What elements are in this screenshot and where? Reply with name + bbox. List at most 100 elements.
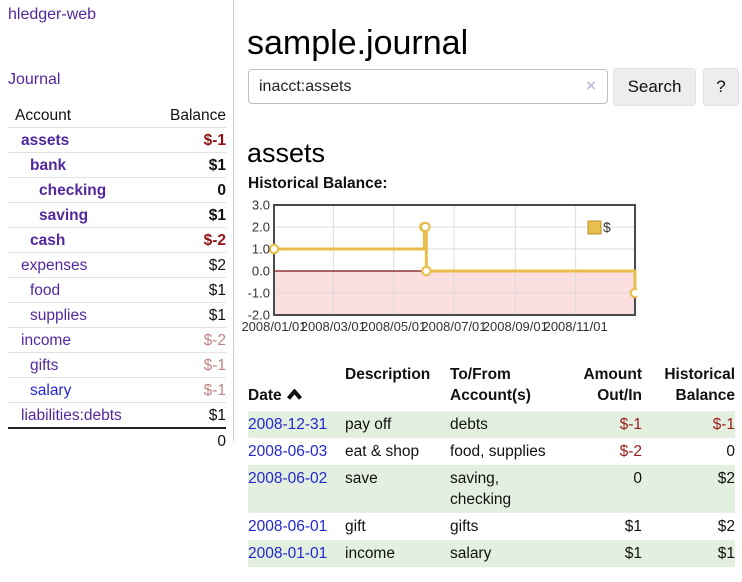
date-cell: 2008-06-02 [248,465,345,513]
historical-balance-chart: $3.0 2.0 1.0 0.0 -1.0 -2.0 2008/01/01 2008/03/0… [241,198,641,345]
search-button[interactable]: Search [613,68,696,106]
account-link[interactable]: checking [39,181,107,199]
account-row: saving $1 [8,202,226,228]
plot-border [273,204,636,316]
account-link[interactable]: expenses [21,256,88,274]
account-link[interactable]: food [30,281,61,299]
data-point-marker [268,243,280,255]
account-link[interactable]: supplies [30,306,87,324]
x-axis-tick-label: 2008/05/01 [361,319,426,334]
data-point-marker [421,265,432,277]
balance-cell: $-1 [712,416,735,433]
balance-cell: $1 [717,545,735,562]
register-row: 2008-06-01 gift gifts $1 $2 [248,513,735,540]
account-balance: $-1 [154,127,226,153]
account-link[interactable]: salary [30,381,72,399]
account-link[interactable]: bank [30,156,67,174]
accounts-cell: food, supplies [450,443,546,460]
accounts-total-row: 0 [8,427,226,453]
register-header-row: Date Description To/From Account(s) Amou… [248,362,735,411]
amount-cell: $-1 [619,416,642,433]
amount-cell: 0 [633,470,642,487]
account-link[interactable]: gifts [30,356,59,374]
x-axis-tick-label: 2008/07/01 [421,319,486,334]
sort-ascending-icon [286,385,302,406]
y-axis-tick-label: 3.0 [252,198,270,213]
register-row: 2008-06-02 save saving, checking 0 $2 [248,465,735,513]
search-input[interactable] [248,69,608,104]
y-axis-tick-label: 2.0 [252,220,270,235]
account-link[interactable]: assets [21,131,70,149]
y-axis-tick-label: 0.0 [252,264,270,279]
x-axis-tick-label: 2008/09/01 [483,319,548,334]
account-row: salary $-1 [8,377,226,403]
date-cell: 2008-06-03 [248,438,345,465]
accounts-column-header: To/From Account(s) [450,366,531,404]
historical-balance-label: Historical Balance: [248,175,388,192]
account-row: food $1 [8,277,226,303]
description-cell: eat & shop [345,443,420,460]
balance-cell: $2 [717,470,735,487]
account-balance: $-2 [154,327,226,353]
accounts-total-value: 0 [154,427,226,453]
balance-column-header: Historical Balance [664,366,735,404]
help-button[interactable]: ? [703,68,739,106]
register-row: 2008-01-01 income salary $1 $1 [248,540,735,567]
legend-swatch [587,220,602,235]
balance-column-header: Balance [154,103,226,128]
account-balance: $1 [154,152,226,178]
transaction-date-link[interactable]: 2008-12-31 [248,416,328,433]
accounts-cell: debts [450,416,488,433]
amount-cell: $1 [624,545,642,562]
amount-cell: $-2 [619,443,642,460]
amount-column-header: Amount Out/In [583,366,642,404]
account-row: supplies $1 [8,302,226,328]
account-balance: $2 [154,252,226,278]
x-axis-tick-label: 2008/11/01 [544,319,608,334]
account-link[interactable]: liabilities:debts [21,406,122,424]
y-axis-tick-label: -2.0 [248,308,270,323]
chart-svg: $3.0 2.0 1.0 0.0 -1.0 -2.02008/01/012008/03/0… [241,198,641,334]
date-cell: 2008-01-01 [248,540,345,567]
account-balance: $-1 [154,352,226,378]
balance-cell: 0 [726,443,735,460]
clear-search-icon[interactable]: × [586,76,596,95]
account-row: expenses $2 [8,252,226,278]
account-balance: $1 [154,277,226,303]
y-axis-tick-label: 1.0 [252,242,270,257]
account-link[interactable]: saving [39,206,89,224]
accounts-balance-table: Account Balance assets $-1 bank $1 checking 0… [8,103,226,453]
register-row: 2008-12-31 pay off debts $-1 $-1 [248,411,735,438]
description-cell: gift [345,518,366,535]
account-row: income $-2 [8,327,226,353]
account-row: bank $1 [8,152,226,178]
account-link[interactable]: income [21,331,71,349]
accounts-cell: saving, checking [450,470,512,508]
nav-journal-link[interactable]: Journal [8,71,61,88]
x-axis-tick-label: 2008/01/01 [241,319,306,334]
account-row: gifts $-1 [8,352,226,378]
account-row: liabilities:debts $1 [8,402,226,429]
account-balance: $1 [154,302,226,328]
register-row: 2008-06-03 eat & shop food, supplies $-2 0 [248,438,735,465]
transaction-date-link[interactable]: 2008-06-01 [248,518,328,535]
date-cell: 2008-12-31 [248,411,345,438]
description-cell: save [345,470,378,487]
legend-label: $ [603,219,611,235]
account-balance: $-2 [154,227,226,253]
data-point-marker [629,287,641,299]
transaction-date-link[interactable]: 2008-06-02 [248,470,328,487]
balance-cell: $2 [717,518,735,535]
account-link[interactable]: cash [30,231,66,249]
accounts-table-header: Account Balance [8,103,226,128]
account-balance: $-1 [154,377,226,403]
app-brand-link[interactable]: hledger-web [8,6,97,23]
y-axis-tick-label: -1.0 [248,286,270,301]
current-account-heading: assets [247,138,326,169]
sidebar-divider [233,0,234,441]
date-column-header[interactable]: Date [248,362,345,411]
transaction-date-link[interactable]: 2008-06-03 [248,443,328,460]
account-row: checking 0 [8,177,226,203]
transaction-date-link[interactable]: 2008-01-01 [248,545,328,562]
register-table: Date Description To/From Account(s) Amou… [248,362,735,567]
